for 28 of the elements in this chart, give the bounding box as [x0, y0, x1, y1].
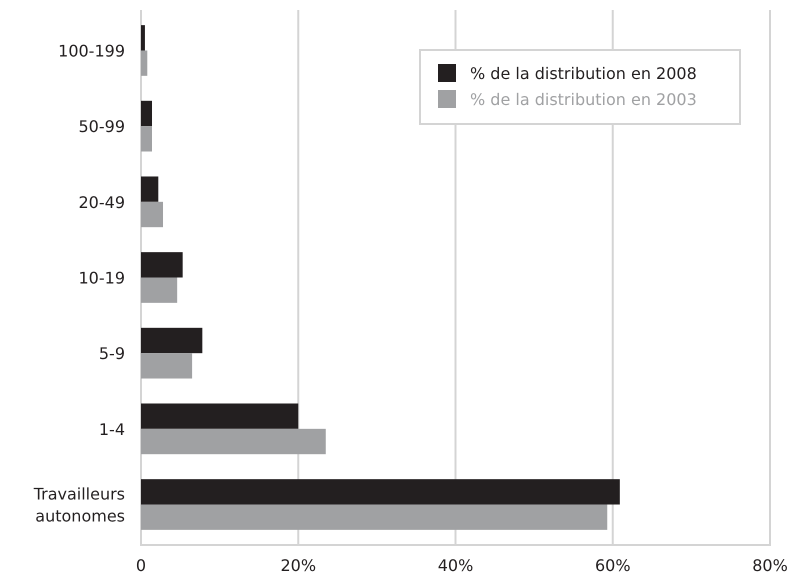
y-tick-label: 20-49: [78, 192, 125, 212]
bar: [141, 278, 178, 303]
bar: [141, 504, 608, 530]
y-tick-label: 1-4: [98, 420, 125, 439]
x-tick-label: 0: [136, 556, 146, 575]
y-tick-label: 10-19: [78, 268, 125, 288]
legend-label: % de la distribution en 2008: [470, 64, 697, 83]
y-tick-label: Travailleurs autonomes: [32, 484, 125, 526]
bar: [141, 252, 183, 278]
x-tick-label: 80%: [752, 556, 788, 575]
bar: [141, 479, 620, 505]
y-tick-label: 5-9: [98, 344, 125, 364]
bar: [141, 25, 145, 50]
y-tick-label: 50-99: [78, 117, 125, 136]
x-tick-label: 40%: [438, 556, 474, 575]
bar: [141, 202, 164, 228]
bar: [141, 176, 158, 202]
x-tick-label: 20%: [280, 556, 316, 575]
bar: [141, 428, 326, 454]
bar: [141, 100, 152, 126]
legend-label: % de la distribution en 2003: [470, 90, 697, 109]
bar: [141, 403, 298, 429]
bar: [141, 50, 148, 76]
bar: [141, 353, 192, 379]
bar: [141, 126, 152, 152]
bar: [141, 328, 202, 354]
x-tick-label: 60%: [594, 556, 631, 575]
y-tick-label: 100-199: [58, 41, 125, 60]
